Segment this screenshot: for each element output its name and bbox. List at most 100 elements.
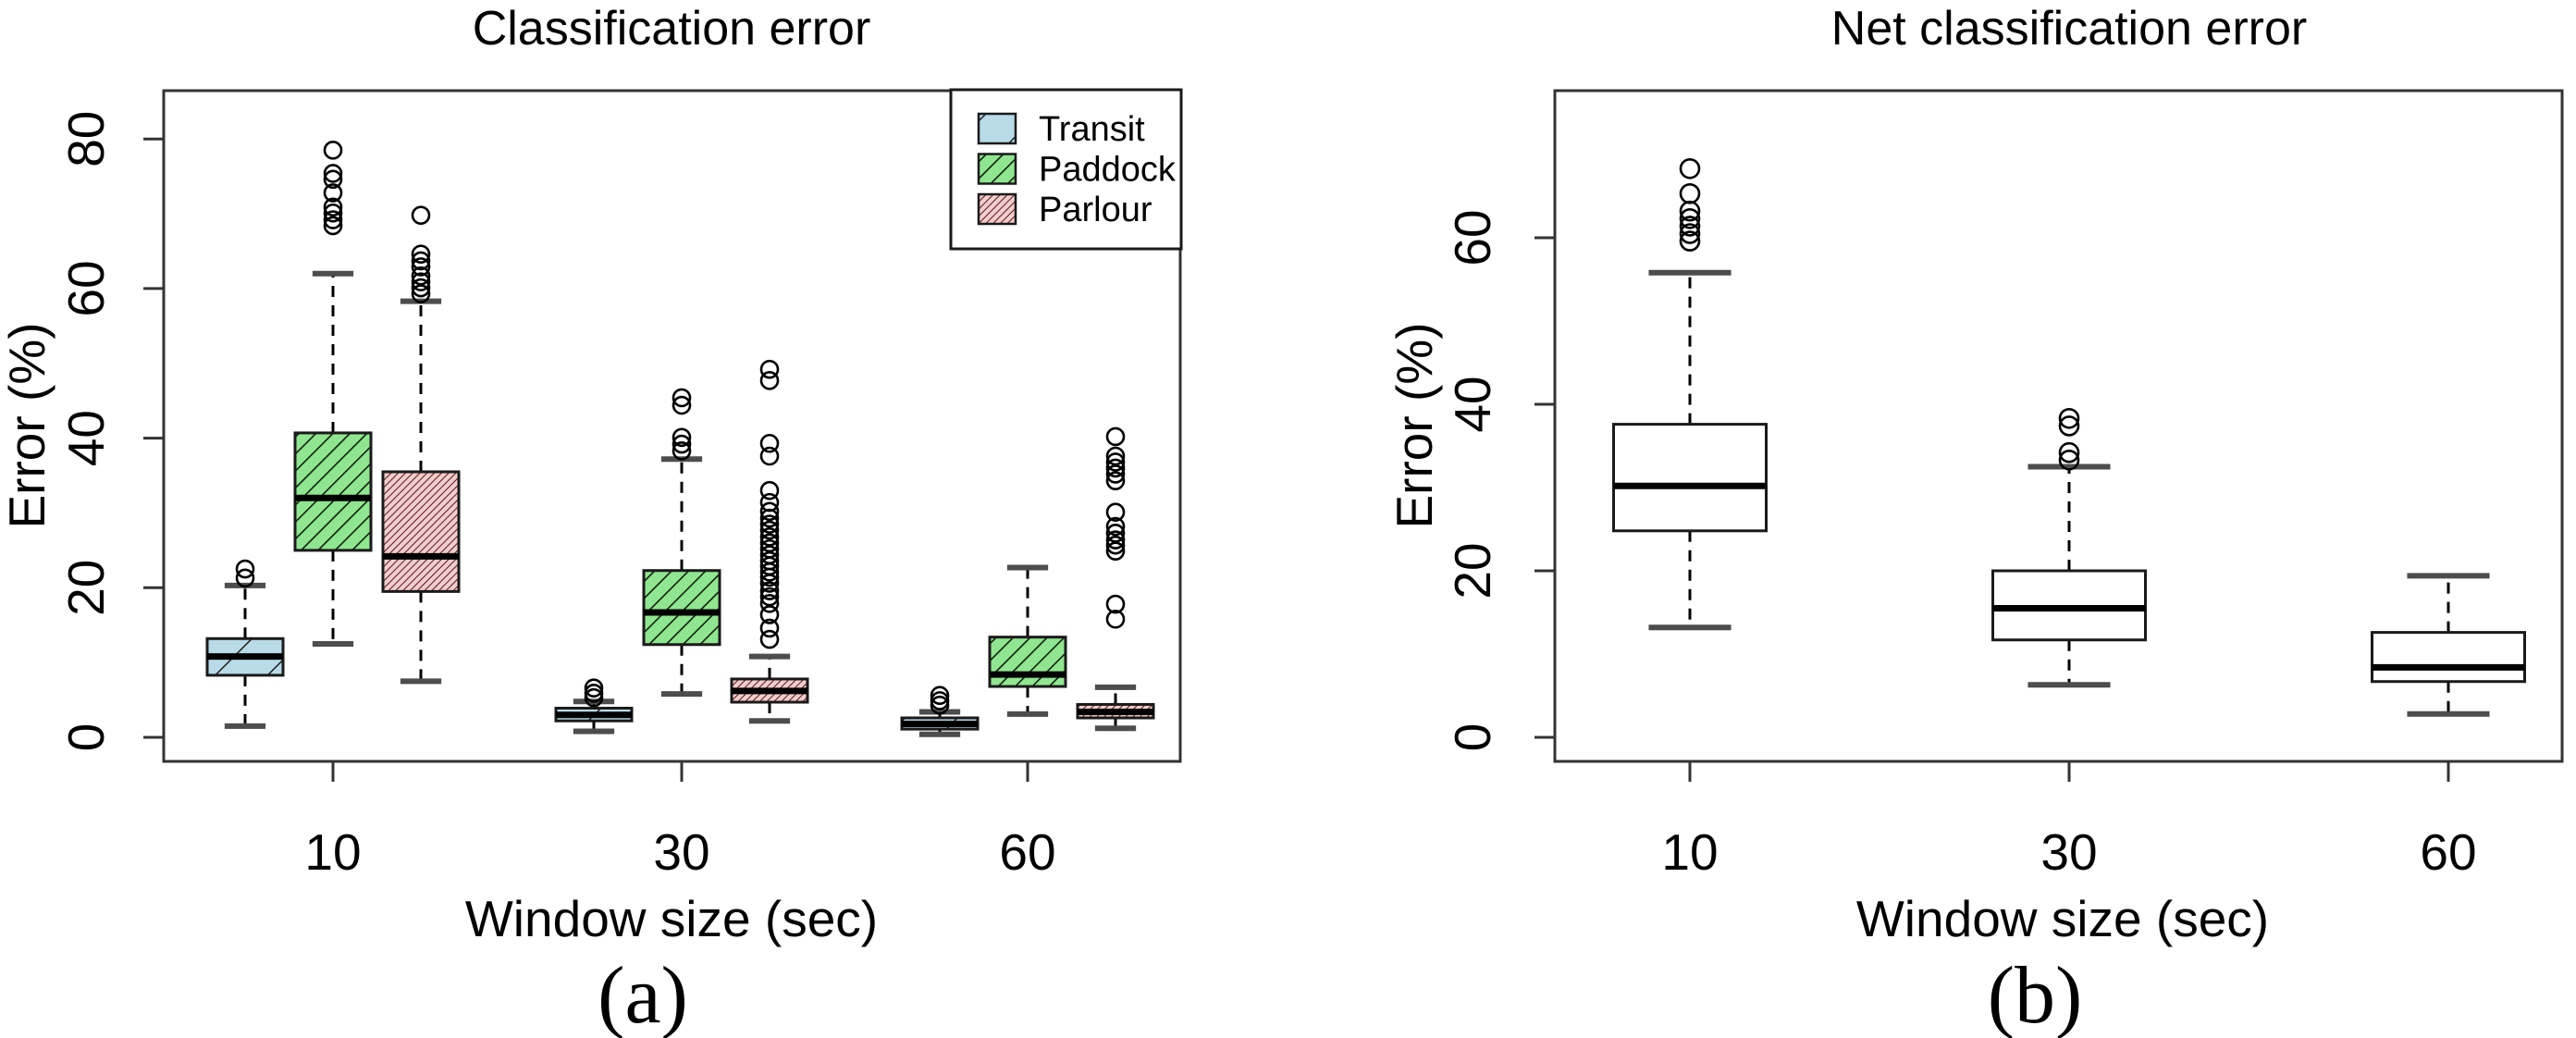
outlier-point — [2058, 449, 2080, 471]
outlier-point — [1105, 594, 1126, 614]
y-tick-label: 40 — [1444, 376, 1501, 432]
box-group-paddock-30 — [642, 388, 721, 698]
outlier-point — [411, 272, 431, 291]
box-hatch — [383, 471, 459, 592]
outlier-point — [759, 605, 780, 624]
outlier-point — [759, 501, 780, 522]
outlier-point — [1105, 541, 1126, 561]
outlier-point — [759, 545, 780, 565]
outlier-point — [759, 618, 780, 638]
outlier-point — [235, 559, 255, 579]
outlier-point — [759, 359, 780, 379]
outlier-point — [1105, 426, 1126, 447]
outlier-point — [323, 216, 343, 236]
outlier-point — [759, 593, 780, 613]
outlier-point — [930, 686, 950, 706]
box-border — [2371, 631, 2526, 684]
outlier-point — [759, 527, 780, 547]
panel-title: Net classification error — [1831, 2, 2307, 56]
outlier-point — [1105, 502, 1126, 522]
box-hatch — [295, 432, 371, 550]
legend-label: Paddock — [1039, 151, 1177, 190]
legend-swatch-border — [977, 153, 1017, 185]
outlier-point — [759, 433, 780, 453]
outlier-point — [323, 141, 343, 160]
outlier-point — [1105, 516, 1126, 537]
outlier-point — [411, 278, 431, 298]
box-group-net-10 — [1612, 158, 1768, 631]
outlier-point — [1679, 216, 1701, 237]
outlier-point — [1679, 183, 1701, 204]
x-tick-label: 30 — [2040, 823, 2097, 881]
outlier-point — [584, 678, 604, 698]
y-tick-label: 60 — [57, 260, 115, 316]
x-tick-label: 10 — [1661, 823, 1718, 881]
legend-swatch-hatch — [979, 154, 1016, 184]
outlier-point — [672, 395, 692, 415]
box-group-paddock-60 — [988, 564, 1067, 717]
legend-swatch-hatch — [979, 194, 1016, 224]
outlier-point — [1679, 158, 1701, 179]
x-axis-label: Window size (sec) — [1856, 890, 2269, 947]
x-tick-label: 10 — [304, 823, 361, 881]
panel-caption: (b) — [1988, 951, 2083, 1038]
outlier-point — [2058, 415, 2080, 437]
outlier-point — [235, 568, 255, 588]
y-axis-label: Error (%) — [1386, 322, 1443, 528]
box-fill — [2372, 632, 2525, 682]
outlier-point — [584, 683, 604, 703]
outlier-point — [1105, 452, 1126, 472]
box-group-net-60 — [2371, 573, 2526, 717]
y-tick-label: 0 — [57, 723, 115, 752]
box-group-transit-60 — [900, 686, 980, 737]
outlier-point — [323, 169, 343, 190]
outlier-point — [2058, 407, 2080, 429]
box-border — [642, 569, 721, 647]
panel-b: Net classification error 0 20 40 60 Error (%)… — [1386, 2, 2564, 1038]
panel-a: Classification error 0 20 40 60 80 Error (%) 10… — [0, 2, 1183, 1038]
box-group-parlour-30 — [730, 359, 809, 724]
outlier-point — [1105, 535, 1126, 555]
y-tick-label: 80 — [57, 111, 115, 167]
x-tick-label: 30 — [653, 823, 709, 881]
outlier-point — [759, 581, 780, 600]
panel-title: Classification error — [473, 2, 871, 56]
outlier-point — [1105, 464, 1126, 484]
outlier-point — [672, 388, 692, 408]
box-border — [988, 636, 1067, 688]
outlier-point — [759, 480, 780, 500]
legend-swatch-hatch — [979, 114, 1016, 143]
outlier-point — [759, 514, 780, 534]
x-tick-label: 60 — [2420, 823, 2476, 881]
outlier-point — [759, 587, 780, 607]
outlier-point — [930, 691, 950, 711]
legend-swatch-border — [977, 112, 1017, 145]
plot-border — [162, 89, 1182, 763]
box-group-transit-30 — [554, 678, 634, 735]
box-border — [1612, 423, 1768, 533]
outlier-point — [1679, 230, 1701, 252]
outlier-point — [323, 164, 343, 183]
y-tick-label: 0 — [1444, 723, 1501, 752]
outlier-point — [759, 550, 780, 571]
outlier-point — [1105, 446, 1126, 466]
outlier-point — [759, 533, 780, 553]
outlier-point — [672, 441, 692, 461]
box-border — [293, 431, 373, 552]
box-group-parlour-10 — [381, 205, 461, 685]
legend-label: Parlour — [1039, 191, 1152, 229]
outlier-point — [759, 538, 780, 559]
outlier-point — [672, 434, 692, 454]
outlier-point — [1105, 523, 1126, 543]
legend-label: Transit — [1039, 110, 1145, 149]
y-axis-label: Error (%) — [0, 322, 55, 528]
y-tick-label: 20 — [1444, 542, 1501, 599]
outlier-point — [411, 205, 431, 225]
outlier-point — [672, 427, 692, 448]
outlier-point — [411, 266, 431, 286]
box-group-parlour-60 — [1076, 426, 1155, 732]
box-fill — [1613, 424, 1767, 531]
outlier-point — [759, 629, 780, 649]
